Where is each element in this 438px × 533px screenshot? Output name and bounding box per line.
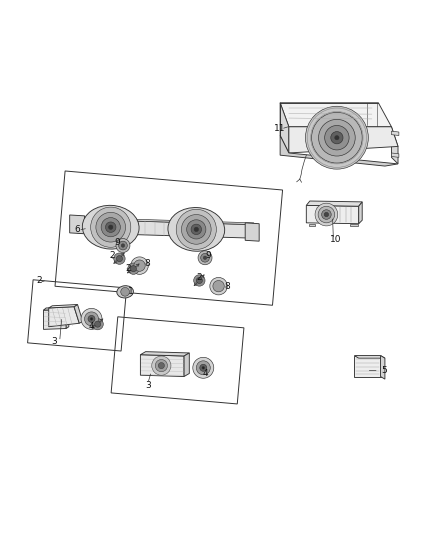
Text: 2: 2 [109, 251, 115, 260]
Text: 8: 8 [144, 259, 150, 268]
Text: 9: 9 [115, 238, 120, 247]
Circle shape [203, 256, 207, 260]
Polygon shape [392, 131, 399, 135]
Circle shape [200, 364, 207, 372]
Circle shape [324, 212, 328, 217]
Polygon shape [289, 127, 398, 153]
Polygon shape [306, 205, 359, 224]
Polygon shape [381, 356, 385, 379]
Circle shape [88, 316, 95, 322]
Polygon shape [392, 153, 399, 157]
Circle shape [194, 227, 198, 231]
Polygon shape [141, 354, 184, 376]
Polygon shape [77, 220, 252, 238]
Polygon shape [350, 224, 358, 227]
Circle shape [106, 222, 116, 232]
Polygon shape [245, 223, 259, 241]
Polygon shape [280, 103, 289, 153]
Circle shape [191, 224, 201, 235]
Circle shape [187, 220, 206, 239]
Circle shape [81, 309, 102, 329]
Circle shape [91, 207, 131, 247]
Text: 4: 4 [89, 322, 94, 331]
Text: 8: 8 [224, 282, 230, 291]
Polygon shape [354, 356, 385, 358]
Text: 1: 1 [128, 287, 134, 296]
Circle shape [318, 206, 335, 223]
Circle shape [210, 277, 227, 295]
Text: 2: 2 [125, 264, 131, 273]
Circle shape [131, 265, 137, 272]
Text: 2: 2 [36, 277, 42, 285]
Ellipse shape [82, 205, 139, 249]
Circle shape [114, 253, 125, 264]
Text: 3: 3 [52, 337, 57, 346]
Circle shape [305, 106, 368, 169]
Circle shape [321, 210, 331, 220]
Polygon shape [49, 304, 78, 308]
Circle shape [119, 241, 127, 250]
Circle shape [121, 244, 125, 247]
Text: 2: 2 [197, 273, 202, 282]
Circle shape [193, 357, 214, 378]
Polygon shape [70, 215, 85, 234]
Text: 5: 5 [381, 366, 387, 375]
Circle shape [128, 263, 139, 274]
Polygon shape [49, 306, 79, 327]
Circle shape [331, 132, 343, 144]
Polygon shape [77, 217, 254, 224]
Polygon shape [66, 307, 69, 328]
Polygon shape [392, 127, 398, 164]
Circle shape [176, 209, 216, 249]
Text: 11: 11 [273, 125, 285, 133]
Circle shape [201, 253, 209, 262]
Text: 3: 3 [145, 381, 151, 390]
Polygon shape [308, 224, 315, 227]
Circle shape [202, 367, 205, 369]
Polygon shape [306, 201, 362, 206]
Circle shape [194, 275, 205, 286]
Circle shape [318, 119, 355, 156]
Circle shape [95, 321, 101, 327]
Text: 4: 4 [202, 369, 208, 378]
Circle shape [117, 256, 123, 262]
Circle shape [213, 280, 224, 292]
Circle shape [131, 257, 148, 274]
Polygon shape [359, 202, 362, 224]
Circle shape [121, 287, 130, 296]
Circle shape [325, 125, 349, 150]
Polygon shape [74, 304, 83, 323]
Circle shape [85, 312, 99, 326]
Circle shape [181, 215, 211, 244]
Text: 6: 6 [74, 225, 80, 234]
Circle shape [152, 356, 171, 375]
Circle shape [335, 135, 339, 140]
Polygon shape [354, 356, 381, 376]
Text: 10: 10 [330, 235, 342, 244]
Circle shape [198, 251, 212, 265]
Polygon shape [43, 309, 66, 329]
Circle shape [158, 362, 164, 369]
Polygon shape [280, 103, 392, 127]
Circle shape [92, 318, 103, 330]
Text: 9: 9 [205, 251, 211, 260]
Circle shape [196, 277, 202, 284]
Circle shape [90, 318, 93, 320]
Circle shape [116, 239, 130, 253]
Circle shape [196, 361, 210, 375]
Polygon shape [184, 353, 189, 376]
Circle shape [96, 212, 126, 242]
Circle shape [155, 359, 167, 372]
Circle shape [311, 112, 362, 163]
Circle shape [134, 260, 145, 271]
Circle shape [315, 203, 338, 226]
Polygon shape [43, 307, 69, 310]
Ellipse shape [117, 286, 134, 298]
Polygon shape [280, 135, 398, 166]
Circle shape [109, 225, 113, 229]
Circle shape [101, 217, 120, 237]
Polygon shape [141, 352, 189, 356]
Ellipse shape [168, 207, 225, 251]
